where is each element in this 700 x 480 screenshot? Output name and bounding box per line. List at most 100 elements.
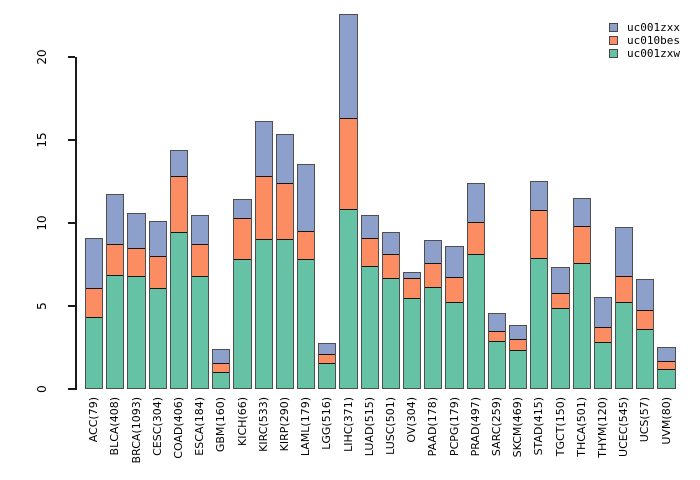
- bar-BRCA(1093): [127, 212, 146, 389]
- bar-segment-uc001zxw: [637, 329, 654, 388]
- bar-GBM(160): [212, 348, 231, 389]
- x-tick-label: CESC(304): [150, 397, 164, 456]
- bar-segment-uc001zxw: [319, 363, 336, 388]
- bar-segment-uc010bes: [192, 243, 209, 276]
- y-tick-label: 20: [35, 49, 49, 65]
- x-tick-label: COAD(406): [171, 397, 185, 459]
- bar-CESC(304): [148, 221, 167, 389]
- bar-segment-uc010bes: [531, 210, 548, 258]
- legend-item-uc001zxx: uc001zxx: [609, 22, 680, 33]
- bar-segment-uc001zxw: [255, 239, 272, 388]
- bar-segment-uc010bes: [149, 256, 166, 288]
- bar-segment-uc001zxx: [255, 122, 272, 177]
- bar-segment-uc001zxx: [170, 151, 187, 177]
- bar-segment-uc001zxx: [86, 238, 103, 288]
- y-tick: [68, 139, 75, 141]
- bar-segment-uc010bes: [467, 222, 484, 255]
- bar-LIHC(371): [339, 14, 358, 389]
- x-tick-label: SARC(259): [489, 397, 503, 457]
- bar-segment-uc010bes: [573, 226, 590, 263]
- bar-KICH(66): [233, 199, 252, 389]
- bar-segment-uc010bes: [298, 231, 315, 260]
- bar-segment-uc001zxx: [594, 298, 611, 327]
- legend-label: uc010bes: [627, 34, 680, 47]
- bar-segment-uc001zxw: [276, 238, 293, 388]
- bar-segment-uc001zxx: [276, 134, 293, 183]
- x-tick-label: SKCM(469): [511, 397, 525, 458]
- bar-segment-uc001zxx: [149, 222, 166, 257]
- x-tick-label: ACC(79): [87, 397, 101, 443]
- bar-segment-uc001zxw: [192, 275, 209, 388]
- bar-segment-uc001zxx: [488, 314, 505, 331]
- bar-segment-uc010bes: [510, 339, 527, 350]
- legend-swatch-green-icon: [609, 49, 618, 58]
- bar-segment-uc001zxw: [86, 317, 103, 388]
- bar-segment-uc001zxw: [234, 258, 251, 388]
- bar-segment-uc001zxw: [552, 308, 569, 388]
- bar-segment-uc001zxw: [149, 287, 166, 388]
- bar-segment-uc010bes: [382, 253, 399, 279]
- x-tick-label: LUAD(515): [362, 397, 376, 457]
- bar-segment-uc001zxx: [128, 213, 145, 248]
- bar-segment-uc001zxx: [361, 216, 378, 238]
- bar-segment-uc001zxx: [234, 200, 251, 218]
- x-tick-label: GBM(160): [214, 397, 228, 453]
- x-tick-label: BRCA(1093): [129, 397, 143, 464]
- bar-segment-uc001zxw: [573, 262, 590, 388]
- bar-segment-uc001zxx: [637, 280, 654, 310]
- y-tick: [68, 222, 75, 224]
- legend-swatch-orange-icon: [609, 36, 618, 45]
- bar-LAML(179): [297, 163, 316, 389]
- bar-BLCA(408): [106, 194, 125, 389]
- legend: uc001zxx uc010bes uc001zxw: [609, 22, 680, 59]
- x-tick-label: PAAD(178): [426, 397, 440, 457]
- bar-segment-uc010bes: [552, 293, 569, 309]
- bar-segment-uc001zxw: [425, 286, 442, 388]
- bar-segment-uc001zxx: [192, 216, 209, 244]
- bar-segment-uc001zxx: [340, 15, 357, 119]
- bar-segment-uc001zxw: [467, 254, 484, 388]
- bar-segment-uc001zxw: [340, 208, 357, 388]
- bar-segment-uc001zxx: [425, 241, 442, 263]
- bar-segment-uc001zxw: [128, 275, 145, 388]
- bar-segment-uc010bes: [213, 363, 230, 373]
- bar-segment-uc001zxx: [573, 198, 590, 227]
- bar-segment-uc001zxx: [382, 232, 399, 254]
- x-tick-label: LAML(179): [299, 397, 313, 457]
- x-tick-label: KIRC(533): [256, 397, 270, 452]
- bar-segment-uc001zxx: [467, 183, 484, 222]
- bar-segment-uc001zxw: [531, 257, 548, 388]
- bar-UVM(80): [657, 347, 676, 389]
- bar-PCPG(179): [445, 245, 464, 389]
- bar-segment-uc001zxw: [170, 231, 187, 388]
- y-tick: [68, 56, 75, 58]
- bar-SARC(259): [487, 313, 506, 389]
- x-tick-label: LUSC(501): [383, 397, 397, 455]
- x-tick-label: STAD(415): [532, 397, 546, 456]
- bar-THYM(120): [593, 297, 612, 389]
- bar-segment-uc010bes: [425, 262, 442, 287]
- bar-segment-uc010bes: [340, 118, 357, 209]
- bar-segment-uc001zxx: [446, 246, 463, 277]
- bar-THCA(501): [572, 197, 591, 389]
- bar-TGCT(150): [551, 266, 570, 389]
- x-tick-label: THYM(120): [595, 397, 609, 458]
- bar-segment-uc010bes: [107, 243, 124, 276]
- bar-KIRP(290): [275, 133, 294, 389]
- bar-UCEC(545): [615, 226, 634, 389]
- bar-segment-uc010bes: [128, 247, 145, 276]
- bar-segment-uc001zxw: [298, 259, 315, 388]
- bar-segment-uc001zxw: [361, 266, 378, 388]
- bar-OV(304): [403, 272, 422, 389]
- legend-item-uc001zxw: uc001zxw: [609, 48, 680, 59]
- bar-segment-uc001zxx: [616, 227, 633, 276]
- bar-ESCA(184): [191, 215, 210, 389]
- x-tick-label: UCS(57): [638, 397, 652, 443]
- bar-segment-uc001zxw: [658, 368, 675, 388]
- x-tick-label: LGG(516): [320, 397, 334, 450]
- x-tick-label: KICH(66): [235, 397, 249, 446]
- bar-segment-uc001zxw: [404, 297, 421, 388]
- bar-UCS(57): [636, 279, 655, 389]
- bar-segment-uc001zxx: [531, 182, 548, 211]
